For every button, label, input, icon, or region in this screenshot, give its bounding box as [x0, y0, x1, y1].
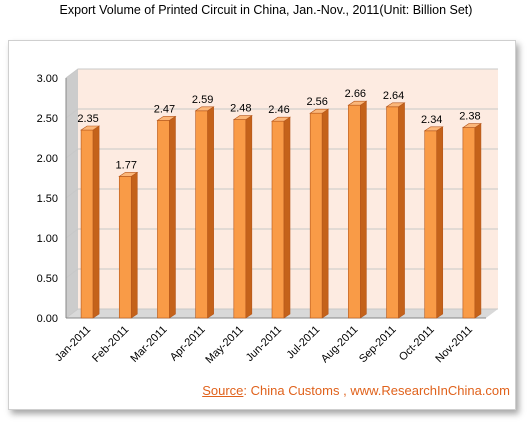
bar	[461, 123, 482, 319]
bar-side	[169, 115, 176, 319]
bar-top	[232, 115, 253, 120]
bar	[80, 125, 101, 319]
y-tick-label: 0.50	[37, 273, 58, 285]
x-tick-label: Aug-2011	[319, 324, 361, 366]
data-label: 2.46	[268, 104, 289, 116]
bar-front	[157, 120, 170, 319]
bar-top	[347, 100, 368, 106]
bar-front	[233, 119, 247, 319]
data-label: 2.38	[459, 111, 480, 123]
bar-side	[130, 171, 138, 319]
x-axis-ticks: Jan-2011Feb-2011Mar-2011Apr-2011May-2011…	[53, 324, 475, 367]
bar-front	[80, 129, 94, 319]
bar-top	[80, 125, 101, 131]
y-tick-label: 1.00	[37, 233, 58, 245]
bar-side	[436, 126, 444, 319]
bar	[232, 115, 253, 319]
data-label: 2.48	[230, 103, 251, 115]
data-label: 2.56	[306, 96, 327, 108]
bar-front	[271, 120, 285, 319]
x-tick-label: Apr-2011	[168, 324, 208, 364]
data-label: 2.64	[383, 90, 404, 102]
bar-top	[385, 102, 406, 108]
y-axis-ticks: 0.00 0.50 1.00 1.50 2.00 2.50 3.00	[37, 73, 58, 325]
grid-line	[65, 68, 498, 79]
bars	[80, 100, 482, 319]
source-label: Source	[202, 383, 244, 398]
data-label: 2.34	[421, 114, 442, 126]
bar-front	[348, 104, 361, 319]
y-tick-label: 0.00	[37, 313, 58, 325]
x-tick-label: Oct-2011	[397, 324, 437, 364]
bar-side	[474, 123, 482, 319]
y-tick-label: 2.00	[37, 153, 58, 165]
bar	[347, 100, 368, 319]
bar-top	[194, 106, 215, 112]
source-note: Source: China Customs , www.ResearchInCh…	[150, 383, 510, 398]
bar-side	[283, 116, 291, 319]
bar-side	[321, 108, 329, 319]
y-tick-label: 1.50	[37, 193, 58, 205]
bar-front	[462, 127, 476, 319]
bar-top	[156, 116, 177, 121]
bar-top	[309, 108, 330, 114]
chart-title: Export Volume of Printed Circuit in Chin…	[59, 3, 473, 17]
x-tick-label: Nov-2011	[433, 324, 475, 366]
bar-side	[245, 115, 253, 319]
bar	[156, 115, 177, 319]
bar-side	[207, 106, 214, 319]
bar-top	[271, 116, 291, 122]
bar	[309, 108, 330, 319]
bar	[423, 126, 444, 319]
x-tick-label: Jan-2011	[53, 324, 93, 364]
x-tick-label: Feb-2011	[90, 324, 131, 365]
data-label: 1.77	[116, 159, 137, 171]
value-labels: 2.35 1.77 2.47 2.59 2.48 2.46 2.56 2.66 2.64 2.34…	[77, 88, 480, 171]
data-label: 2.35	[77, 113, 98, 125]
bar-top	[461, 123, 482, 128]
data-label: 2.47	[154, 103, 175, 115]
bar-front	[309, 112, 323, 319]
data-label: 2.59	[192, 94, 213, 106]
x-tick-label: Jul-2011	[285, 324, 323, 362]
x-tick-label: Sep-2011	[357, 324, 399, 366]
y-tick-label: 2.50	[37, 113, 58, 125]
x-tick-label: May-2011	[203, 324, 246, 367]
source-text: : China Customs , www.ResearchInChina.co…	[243, 383, 510, 398]
data-label: 2.66	[345, 88, 366, 100]
bar-front	[424, 130, 438, 319]
x-tick-label: Mar-2011	[128, 324, 169, 365]
bar-front	[195, 110, 208, 319]
bar-front	[386, 106, 399, 319]
bar	[118, 171, 139, 319]
bar-side	[92, 125, 100, 319]
bar	[271, 116, 291, 319]
y-tick-label: 3.00	[37, 73, 58, 85]
bar-front	[118, 176, 132, 319]
x-tick-label: Jun-2011	[244, 324, 284, 364]
bar-side	[398, 102, 405, 319]
bar	[194, 106, 215, 319]
bar	[385, 102, 406, 319]
bar-side	[360, 100, 367, 319]
bar-top	[423, 126, 444, 132]
bar-top	[118, 172, 139, 177]
